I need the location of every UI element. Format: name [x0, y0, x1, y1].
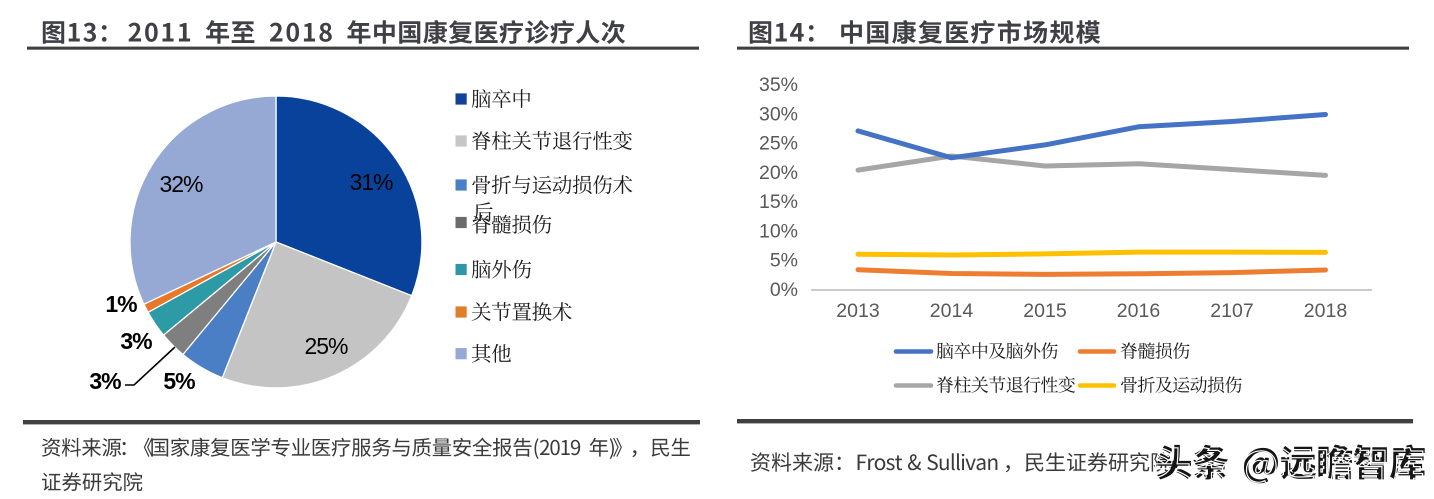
svg-text:2014: 2014: [930, 300, 974, 322]
svg-text:35%: 35%: [759, 74, 798, 96]
svg-text:2015: 2015: [1023, 300, 1067, 322]
svg-text:3%: 3%: [120, 328, 152, 354]
svg-text:25%: 25%: [304, 333, 348, 359]
svg-text:5%: 5%: [770, 250, 798, 272]
svg-text:3%: 3%: [89, 368, 121, 394]
svg-text:25%: 25%: [759, 133, 798, 155]
svg-text:15%: 15%: [759, 191, 798, 213]
svg-text:31%: 31%: [349, 169, 393, 195]
svg-text:2016: 2016: [1117, 300, 1160, 322]
svg-text:2013: 2013: [836, 300, 879, 322]
svg-text:0%: 0%: [770, 279, 798, 301]
svg-text:10%: 10%: [759, 220, 798, 242]
svg-text:30%: 30%: [759, 103, 798, 125]
svg-text:2107: 2107: [1210, 300, 1253, 322]
svg-text:1%: 1%: [105, 291, 137, 317]
svg-text:32%: 32%: [159, 171, 203, 197]
svg-text:2018: 2018: [1304, 300, 1347, 322]
svg-text:20%: 20%: [759, 162, 798, 184]
svg-text:5%: 5%: [163, 368, 195, 394]
